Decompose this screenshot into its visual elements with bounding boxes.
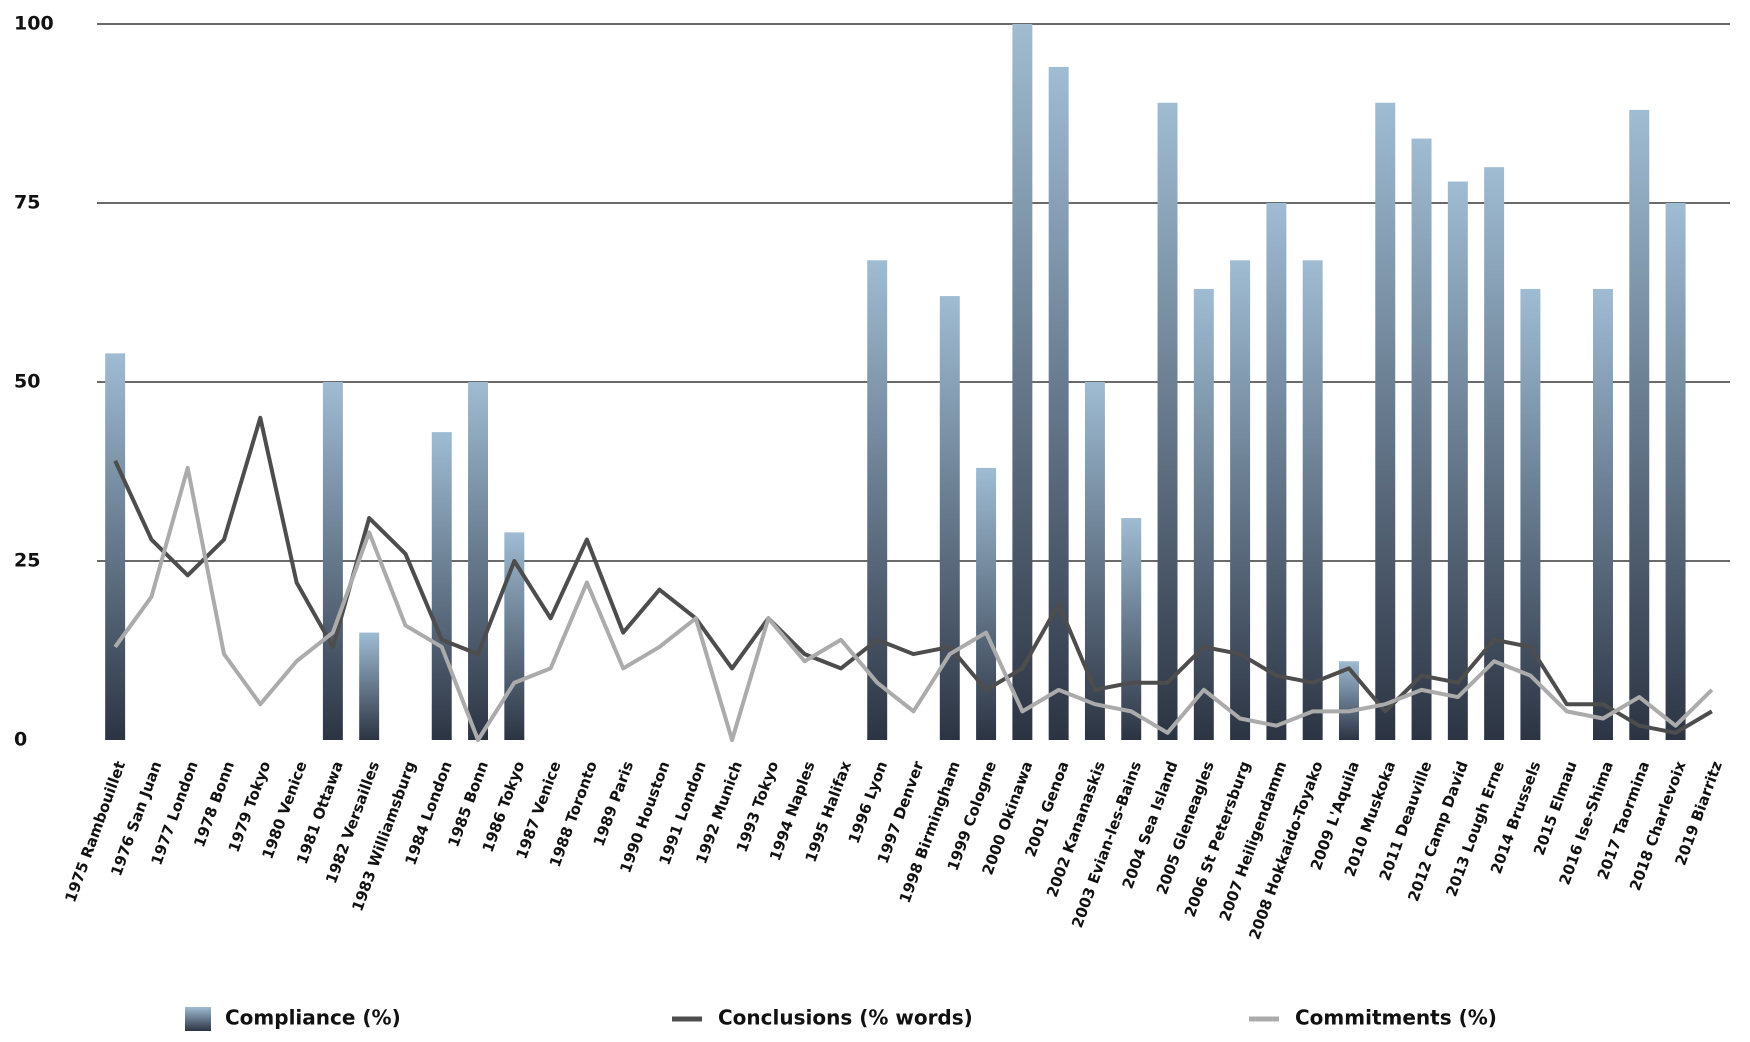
bar <box>1121 518 1142 740</box>
line <box>113 415 1713 735</box>
bar <box>322 382 343 740</box>
legend-swatch <box>185 1007 211 1031</box>
bar <box>1665 203 1686 740</box>
bar <box>867 260 888 740</box>
y-tick-label: 50 <box>14 371 40 393</box>
bar <box>431 432 452 740</box>
y-tick-label: 75 <box>14 192 40 214</box>
bar <box>1084 382 1105 740</box>
bar <box>1193 288 1214 740</box>
bar <box>976 467 997 740</box>
line <box>113 465 1714 742</box>
y-tick-label: 100 <box>14 13 54 35</box>
bar <box>1157 102 1178 740</box>
bar <box>105 353 126 740</box>
bar <box>1411 138 1432 740</box>
bar <box>1012 24 1033 740</box>
y-tick-label: 25 <box>14 550 40 572</box>
legend-label: Commitments (%) <box>1295 1006 1497 1030</box>
y-tick-label: 0 <box>14 729 27 751</box>
legend-label: Conclusions (% words) <box>718 1006 973 1030</box>
bar <box>1302 260 1323 740</box>
bar <box>468 382 489 740</box>
bar <box>1048 66 1069 740</box>
bar <box>1593 288 1613 740</box>
x-tick-label: 1975 Rambouillet <box>61 759 129 905</box>
legend-label: Compliance (%) <box>225 1006 401 1030</box>
bar <box>359 632 380 740</box>
bar <box>1338 661 1359 740</box>
bar <box>1447 181 1468 740</box>
bar <box>1230 260 1251 740</box>
bar <box>1520 288 1541 740</box>
bar <box>939 296 960 740</box>
bar <box>1266 203 1287 740</box>
bar <box>1629 109 1650 741</box>
bar <box>1484 167 1505 740</box>
bar <box>1375 102 1396 740</box>
